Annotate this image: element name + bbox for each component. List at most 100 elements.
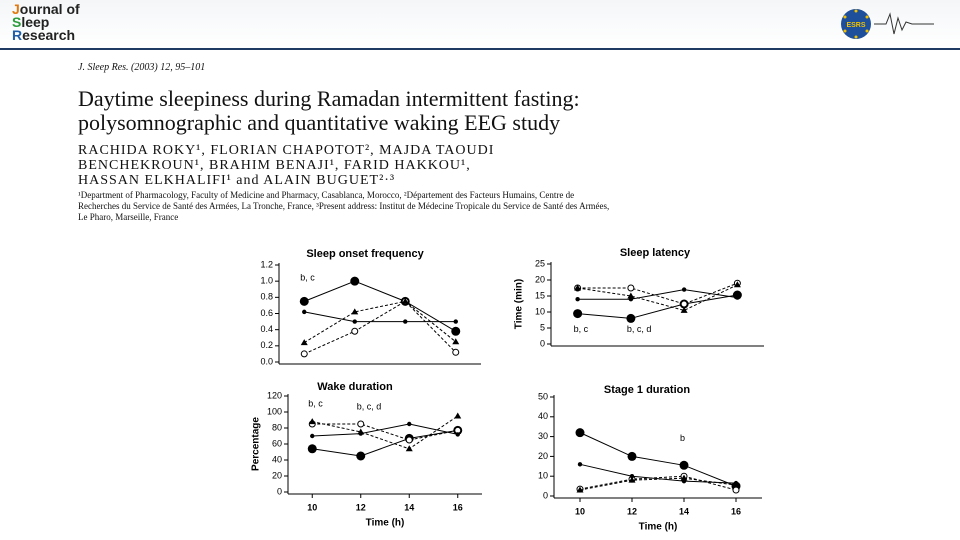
x-tick-label: 12 xyxy=(356,502,366,512)
affiliation-line: Le Pharo, Marseille, France xyxy=(78,212,179,222)
marker xyxy=(452,348,460,356)
marker xyxy=(732,486,740,494)
marker xyxy=(299,296,309,306)
journal-logo: Journal of Sleep Research xyxy=(12,1,80,42)
marker xyxy=(403,319,408,324)
x-axis-label: Time (h) xyxy=(639,522,678,533)
y-tick-label: 100 xyxy=(267,406,282,416)
marker xyxy=(733,480,739,486)
series-line xyxy=(304,300,457,355)
society-logo: ESRS xyxy=(841,9,934,39)
y-tick-label: 0.2 xyxy=(260,340,273,350)
marker xyxy=(627,451,637,461)
marker xyxy=(352,319,357,324)
affiliations: ¹Department of Pharmacology, Faculty of … xyxy=(78,190,898,223)
society-name: ESRS xyxy=(846,22,865,29)
marker xyxy=(356,451,366,461)
annotation: b xyxy=(680,433,685,443)
y-tick-label: 20 xyxy=(538,451,548,461)
marker xyxy=(300,339,308,346)
y-tick-label: 60 xyxy=(272,438,282,448)
author-line: BENCHEKROUN¹, BRAHIM BENAJI¹, FARID HAKK… xyxy=(78,158,471,173)
logo-circle xyxy=(841,9,871,39)
annotation: b, c, d xyxy=(357,402,382,412)
affiliation-line: Recherches du Service de Santé des Armée… xyxy=(78,201,610,211)
y-tick-label: 5 xyxy=(540,322,545,332)
x-tick-label: 10 xyxy=(575,506,585,516)
y-tick-label: 40 xyxy=(272,454,282,464)
y-tick-label: 0.6 xyxy=(260,308,273,318)
marker xyxy=(575,428,585,438)
y-tick-label: 0.8 xyxy=(260,292,273,302)
y-tick-label: 0.0 xyxy=(260,356,273,366)
series-line xyxy=(304,280,457,332)
marker xyxy=(573,309,583,319)
logo-line: Sleep xyxy=(12,14,50,30)
affiliation-line: ¹Department of Pharmacology, Faculty of … xyxy=(78,190,575,200)
marker xyxy=(576,486,584,493)
author-line: RACHIDA ROKY¹, FLORIAN CHAPOTOT², MAJDA … xyxy=(78,143,495,158)
panel: Wake duration 0 20 40 60 80 100 120 10 12 14 16 Time… xyxy=(251,381,482,529)
marker xyxy=(300,350,308,358)
authors: RACHIDA ROKY¹, FLORIAN CHAPOTOT², MAJDA … xyxy=(78,143,898,188)
panel: Stage 1 duration 0 10 20 30 40 50 10 12 14 16 Time … xyxy=(538,384,762,533)
panel-title: Wake duration xyxy=(317,381,393,393)
annotation: b, c xyxy=(574,324,589,334)
marker xyxy=(358,431,363,436)
y-axis-label: Percentage xyxy=(251,417,262,471)
y-tick-label: 30 xyxy=(538,431,548,441)
marker xyxy=(680,306,688,313)
y-tick-label: 10 xyxy=(535,306,545,316)
marker xyxy=(455,432,460,437)
series-line xyxy=(577,284,738,311)
title-line: polysomnographic and quantitative waking… xyxy=(78,110,561,135)
panel-title: Sleep latency xyxy=(620,247,691,259)
marker xyxy=(681,287,687,292)
marker xyxy=(453,319,458,324)
marker xyxy=(454,412,462,419)
y-tick-label: 0 xyxy=(543,490,548,500)
y-tick-label: 80 xyxy=(272,422,282,432)
y-tick-label: 0.4 xyxy=(260,324,273,334)
y-tick-label: 10 xyxy=(538,471,548,481)
marker xyxy=(627,284,635,292)
x-tick-label: 12 xyxy=(627,506,637,516)
panel: Sleep onset frequency 0.0 0.2 0.4 0.6 0.8 1.0 1… xyxy=(260,248,481,366)
annotation: b, c, d xyxy=(627,324,652,334)
series-line xyxy=(577,294,738,319)
paper-header: J. Sleep Res. (2003) 12, 95–101 Daytime … xyxy=(78,62,898,223)
y-tick-label: 25 xyxy=(535,258,545,268)
marker xyxy=(405,436,413,444)
x-tick-label: 16 xyxy=(731,506,741,516)
marker xyxy=(733,281,741,288)
marker xyxy=(577,462,583,467)
series-line xyxy=(577,289,738,300)
x-tick-label: 10 xyxy=(307,502,317,512)
series-line xyxy=(312,423,458,437)
y-tick-label: 1.2 xyxy=(260,259,273,269)
y-tick-label: 15 xyxy=(535,290,545,300)
logo-line: Journal of xyxy=(12,1,80,17)
y-tick-label: 0 xyxy=(277,486,282,496)
marker xyxy=(575,297,580,302)
marker xyxy=(351,327,359,335)
marker xyxy=(681,478,687,484)
y-tick-label: 40 xyxy=(538,411,548,421)
panel-title: Sleep onset frequency xyxy=(306,248,424,260)
panel-title: Stage 1 duration xyxy=(604,384,690,396)
marker xyxy=(351,308,359,315)
series-line xyxy=(579,463,737,484)
marker xyxy=(308,418,316,425)
marker xyxy=(628,476,636,483)
marker xyxy=(626,313,636,323)
author-line: HASSAN ELKHALIFI¹ and ALAIN BUGUET²·³ xyxy=(78,173,396,188)
marker xyxy=(401,297,409,304)
marker xyxy=(307,444,317,454)
marker xyxy=(627,292,635,299)
marker xyxy=(357,420,365,428)
y-tick-label: 1.0 xyxy=(260,276,273,286)
title-line: Daytime sleepiness during Ramadan interm… xyxy=(78,86,580,111)
series-line xyxy=(579,475,737,491)
